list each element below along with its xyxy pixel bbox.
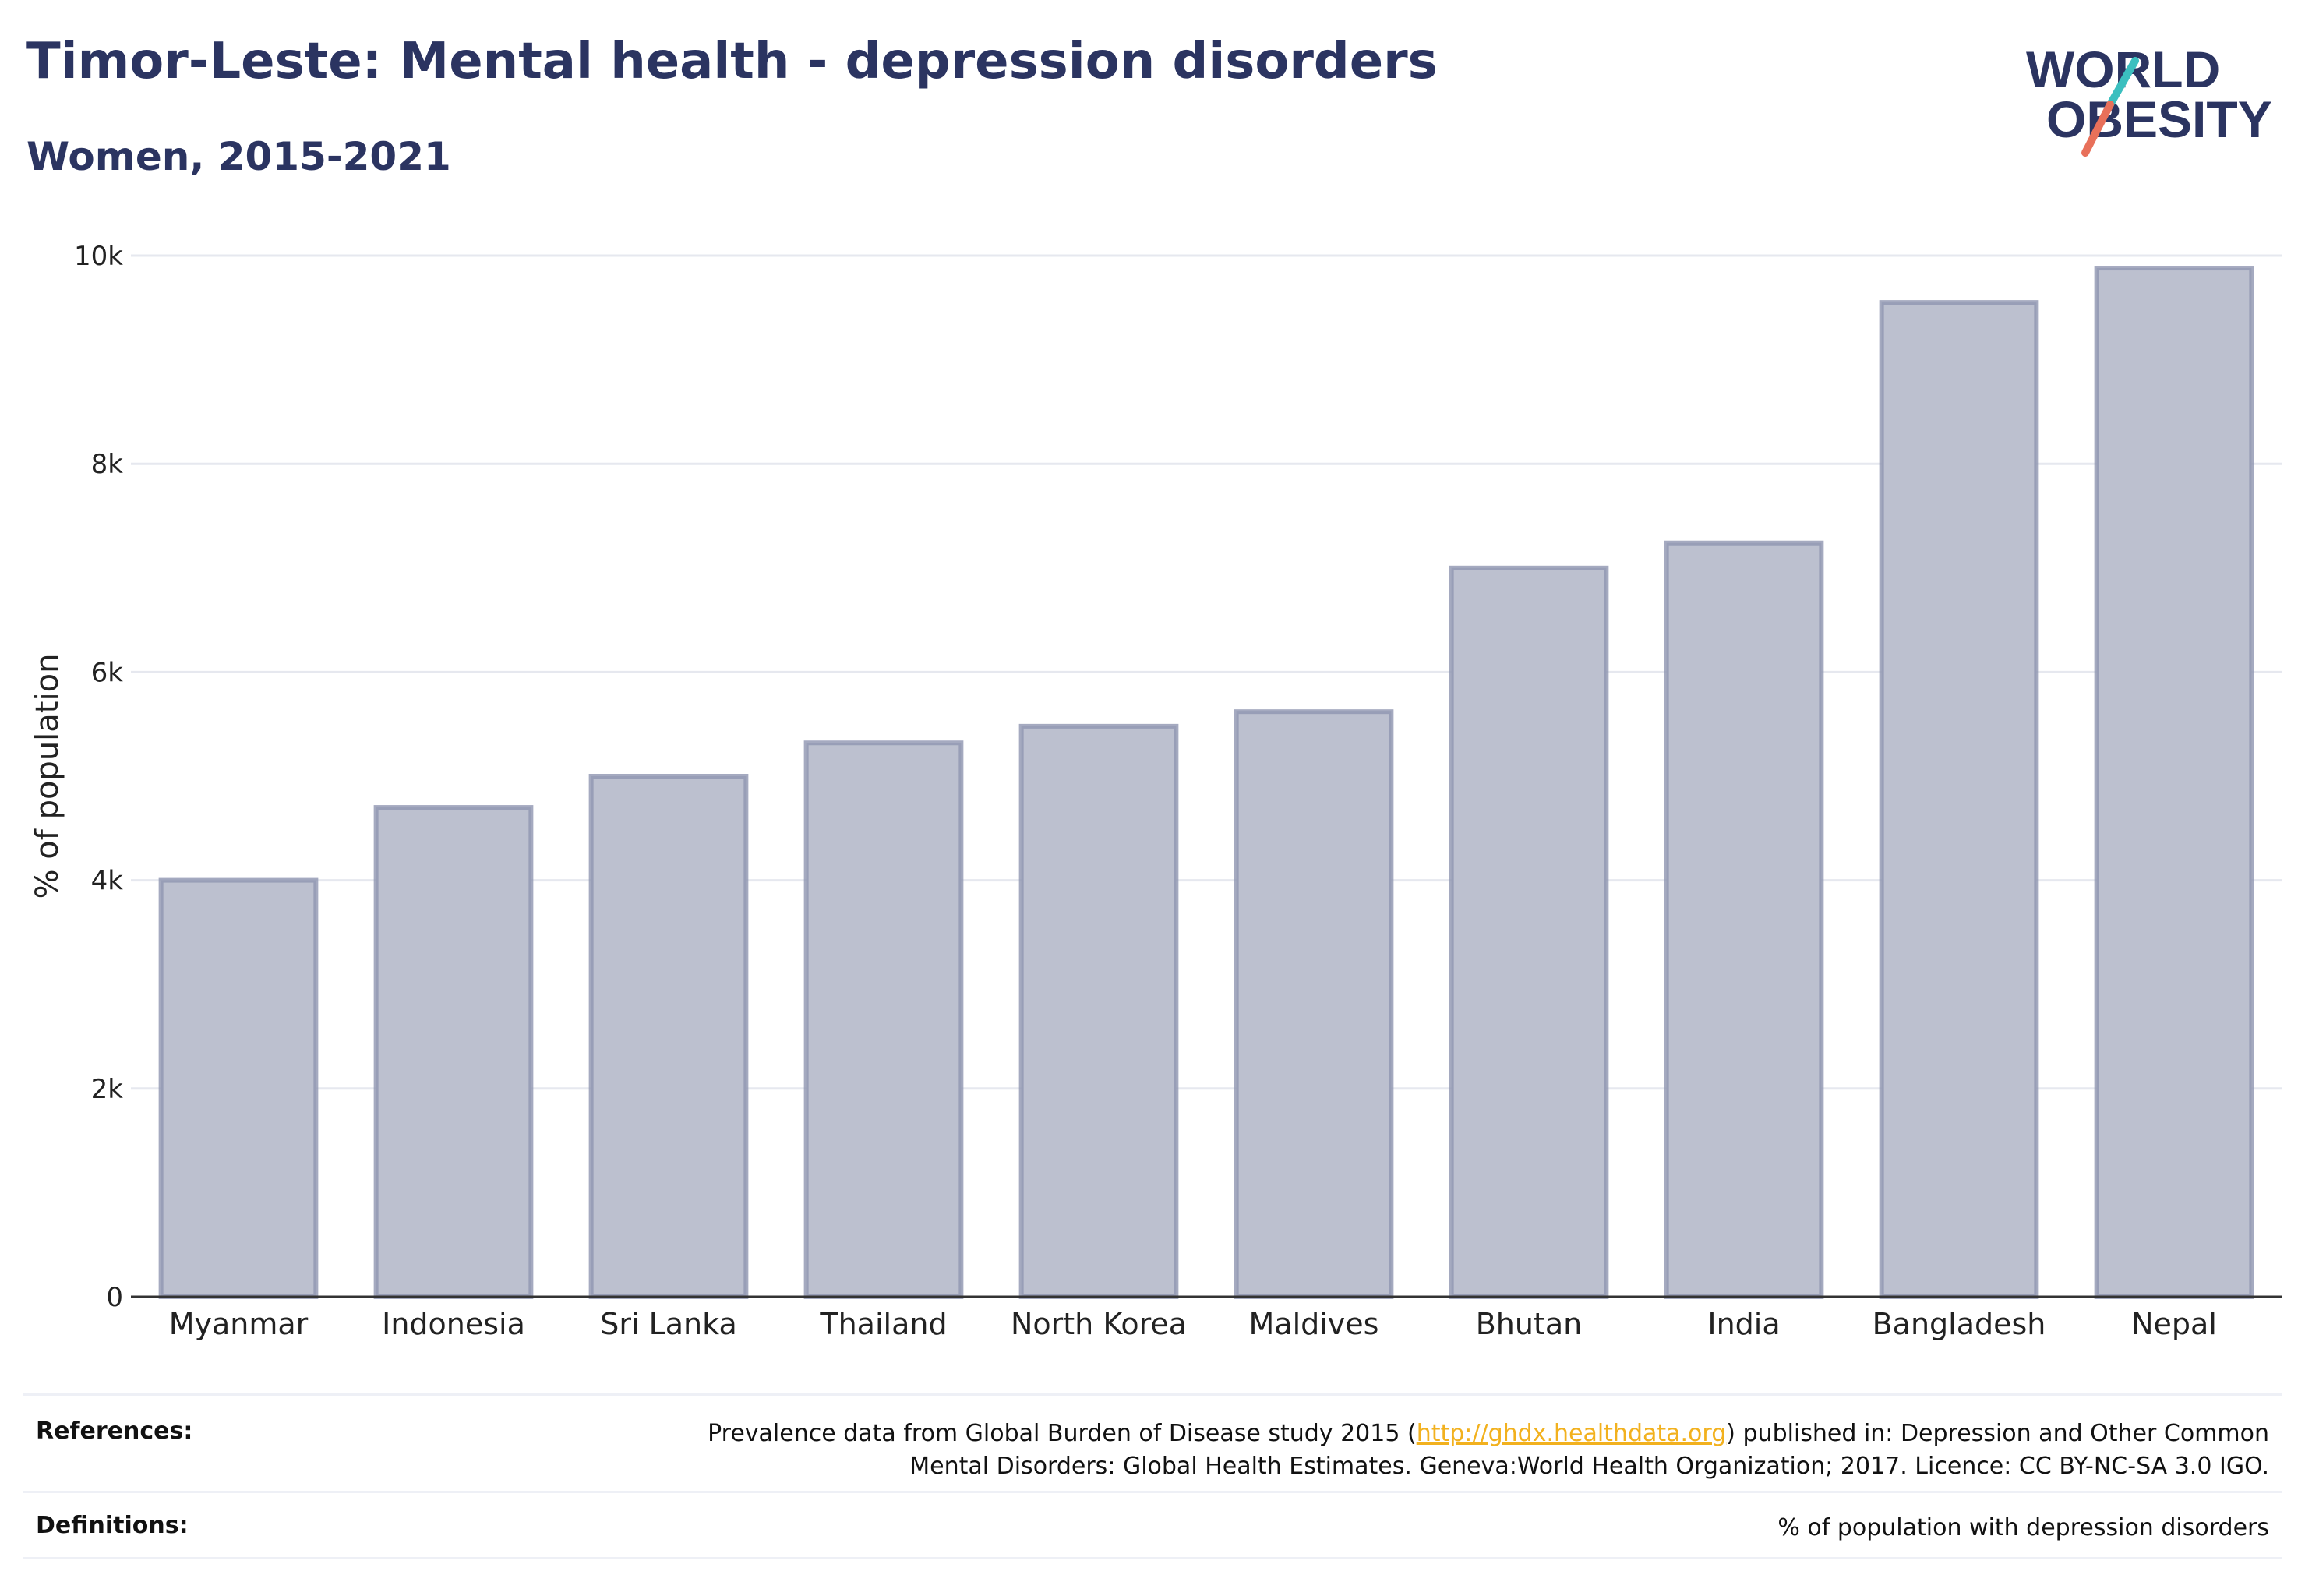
x-tick-label: North Korea [1011,1307,1187,1341]
x-tick-label: Indonesia [382,1307,525,1341]
definitions-label: Definitions: [36,1512,189,1539]
definitions-text: % of population with depression disorder… [1777,1514,2269,1541]
x-tick-label: Maldives [1249,1307,1379,1341]
bar [588,774,749,1299]
world-obesity-logo[interactable]: WORLD OBESITY [2026,37,2283,170]
y-tick-label: 4k [91,866,124,897]
x-tick-label: Nepal [2131,1307,2217,1341]
bar-chart: 0 2k 4k 6k 8k 10k Myanmar Indonesia Sri Lanka Tha… [30,241,2282,1341]
references-text-pre: Prevalence data from Global Burden of Di… [708,1420,1417,1447]
x-tick-label: India [1707,1307,1780,1341]
references-text: Prevalence data from Global Burden of Di… [555,1418,2269,1483]
x-tick-label: Bangladesh [1873,1307,2046,1341]
bar [158,877,319,1299]
x-tick-label: Bhutan [1476,1307,1583,1341]
svg-text:OBESITY: OBESITY [2046,90,2272,148]
bar [1449,565,1609,1299]
chart-title: Timor-Leste: Mental health - depression … [26,33,1438,90]
y-tick-label: 6k [91,657,124,688]
references-link[interactable]: http://ghdx.healthdata.org [1416,1420,1727,1447]
bar [1234,709,1394,1299]
bar [373,805,534,1299]
x-tick-label: Myanmar [169,1307,309,1341]
y-tick-label: 8k [91,449,124,480]
x-tick-label: Sri Lanka [600,1307,737,1341]
y-tick-label: 0 [106,1282,123,1313]
y-axis-label: % of population [30,654,65,899]
references-text-line2: Mental Disorders: Global Health Estimate… [909,1453,2269,1480]
bar [803,740,964,1299]
bar [1664,540,1824,1299]
x-tick-label: Thailand [819,1307,947,1341]
bar [2094,266,2254,1300]
bar [1018,723,1179,1299]
definitions-row: Definitions: % of population with depres… [23,1491,2282,1559]
references-row: References: Prevalence data from Global … [23,1393,2282,1491]
bar [1879,300,2039,1299]
y-tick-label: 10k [74,241,123,272]
chart-footer: References: Prevalence data from Global … [23,1393,2282,1559]
references-text-post: ) published in: Depression and Other Com… [1726,1420,2269,1447]
chart-subtitle: Women, 2015-2021 [26,134,451,179]
y-tick-label: 2k [91,1074,124,1105]
references-label: References: [36,1418,193,1445]
